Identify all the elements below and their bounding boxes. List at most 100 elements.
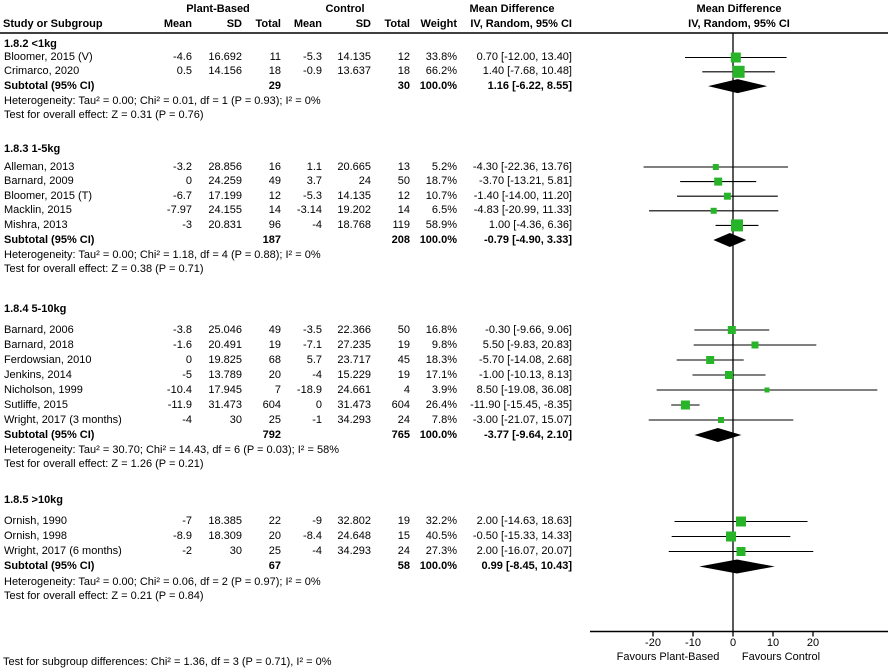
total2-cell: 24	[397, 413, 410, 426]
mean2-cell: 5.7	[306, 353, 322, 366]
study-name: Subtotal (95% CI)	[4, 79, 95, 92]
mean2-cell: -3.14	[296, 204, 322, 217]
overall-effect-text: Test for overall effect: Z = 0.38 (P = 0…	[4, 263, 204, 276]
mean1-cell: -7.97	[166, 204, 192, 217]
sd1-cell: 28.856	[208, 160, 242, 173]
weight-cell: 9.8%	[431, 338, 457, 351]
mean2-cell: -5.3	[303, 51, 322, 63]
col-header-study: Study or Subgroup	[3, 18, 103, 30]
total2-cell: 58	[397, 560, 410, 572]
study-name: Mishra, 2013	[4, 218, 68, 231]
total2-cell: 15	[397, 530, 410, 542]
weight-cell: 33.8%	[425, 51, 457, 63]
mean1-cell: -8.9	[173, 530, 192, 542]
weight-cell: 100.0%	[419, 428, 457, 441]
total1-cell: 96	[268, 218, 281, 231]
mean2-cell: 3.7	[306, 175, 322, 188]
weight-cell: 6.5%	[431, 204, 457, 217]
tick-label: 10	[767, 637, 779, 649]
mean2-cell: -5.3	[303, 189, 322, 202]
column-group-control: Control	[325, 3, 365, 15]
total2-cell: 4	[403, 383, 410, 396]
mean1-cell: -4.6	[173, 51, 192, 63]
weight-cell: 26.4%	[425, 398, 457, 411]
study-row: Wright, 2017 (6 months) -2 30 25 -4 34.293 24 2…	[0, 544, 888, 559]
mean1-cell: -3.8	[173, 323, 192, 336]
heterogeneity-text: Heterogeneity: Tau² = 0.00; Chi² = 0.06,…	[4, 575, 321, 588]
total2-cell: 119	[392, 218, 410, 231]
heterogeneity-row: Heterogeneity: Tau² = 0.00; Chi² = 0.01,…	[0, 94, 888, 109]
col-header-weight: Weight	[420, 18, 457, 30]
mean1-cell: -6.7	[173, 189, 192, 202]
mean2-cell: -9	[312, 515, 322, 527]
ci-cell: -4.83 [-20.99, 11.33]	[473, 204, 572, 217]
ci-cell: -0.50 [-15.33, 14.33]	[472, 530, 572, 542]
column-group-md-plot: Mean Difference	[696, 3, 782, 15]
mean1-cell: -7	[182, 515, 192, 527]
study-row: Jenkins, 2014 -5 13.789 20 -4 15.229 19 17.1% -1…	[0, 368, 888, 383]
sd2-cell: 24	[358, 175, 371, 188]
subgroup-difference-test: Test for subgroup differences: Chi² = 1.…	[3, 656, 332, 668]
heterogeneity-text: Heterogeneity: Tau² = 30.70; Chi² = 14.4…	[4, 444, 339, 456]
study-name: Subtotal (95% CI)	[4, 428, 95, 441]
ci-cell: -4.30 [-22.36, 13.76]	[472, 160, 572, 173]
sd2-cell: 14.135	[337, 189, 371, 202]
ci-cell: 2.00 [-14.63, 18.63]	[476, 515, 572, 527]
col-header-sd1: SD	[226, 18, 242, 30]
ci-cell: 1.00 [-4.36, 6.36]	[488, 218, 572, 231]
sd1-cell: 30	[229, 545, 242, 557]
col-header-total1: Total	[255, 18, 281, 30]
ci-cell: -1.40 [-14.00, 11.20]	[473, 189, 572, 202]
mean2-cell: -0.9	[303, 65, 322, 78]
weight-cell: 18.7%	[425, 175, 457, 188]
study-name: Barnard, 2006	[4, 323, 74, 336]
sd1-cell: 17.945	[208, 383, 242, 396]
sd1-cell: 20.831	[208, 218, 242, 231]
col-header-total2: Total	[384, 18, 410, 30]
subtotal-row: Subtotal (95% CI) 187 208 100.0% -0.79 [-4.9…	[0, 233, 888, 248]
overall-effect-text: Test for overall effect: Z = 0.21 (P = 0…	[4, 589, 204, 602]
weight-cell: 58.9%	[425, 218, 457, 231]
sd1-cell: 17.199	[208, 189, 242, 202]
weight-cell: 10.7%	[425, 189, 457, 202]
study-name: Bloomer, 2015 (T)	[4, 189, 93, 202]
overall-effect-text: Test for overall effect: Z = 0.31 (P = 0…	[4, 109, 204, 122]
mean1-cell: 0.5	[176, 65, 192, 78]
study-row: Ornish, 1998 -8.9 18.309 20 -8.4 24.648 15 40.5…	[0, 529, 888, 544]
sd2-cell: 34.293	[337, 545, 371, 557]
sd2-cell: 14.135	[337, 51, 371, 63]
ci-cell: -0.79 [-4.90, 3.33]	[483, 233, 572, 246]
subgroup-label: 1.8.4 5-10kg	[4, 302, 67, 315]
study-name: Sutliffe, 2015	[4, 398, 69, 411]
mean2-cell: 0	[315, 398, 322, 411]
total1-cell: 22	[268, 515, 281, 527]
overall-effect-row: Test for overall effect: Z = 1.26 (P = 0…	[0, 457, 888, 472]
total2-cell: 12	[397, 51, 410, 63]
tick-label: -10	[685, 637, 701, 649]
study-row: Crimarco, 2020 0.5 14.156 18 -0.9 13.637 18 66.…	[0, 64, 888, 79]
column-group-plant-based: Plant-Based	[186, 3, 250, 15]
subgroup-label: 1.8.2 <1kg	[4, 37, 57, 50]
total1-cell: 12	[268, 189, 281, 202]
ci-cell: -5.70 [-14.08, 2.68]	[479, 353, 572, 366]
ci-cell: -11.90 [-15.45, -8.35]	[470, 398, 572, 411]
subgroup-label: 1.8.3 1-5kg	[4, 143, 61, 155]
study-row: Bloomer, 2015 (T) -6.7 17.199 12 -5.3 14.135 1…	[0, 189, 888, 204]
mean2-cell: -4	[312, 218, 322, 231]
mean1-cell: 0	[185, 353, 192, 366]
mean1-cell: 0	[185, 175, 192, 188]
total2-cell: 14	[397, 204, 410, 217]
study-row: Barnard, 2006 -3.8 25.046 49 -3.5 22.366 50 16.…	[0, 323, 888, 338]
total2-cell: 208	[391, 233, 410, 246]
ci-cell: -3.77 [-9.64, 2.10]	[483, 428, 572, 441]
weight-cell: 27.3%	[425, 545, 457, 557]
total1-cell: 49	[268, 323, 281, 336]
study-row: Barnard, 2009 0 24.259 49 3.7 24 50 18.7% -3.70 …	[0, 174, 888, 189]
study-name: Subtotal (95% CI)	[4, 560, 95, 572]
study-name: Jenkins, 2014	[4, 368, 72, 381]
total2-cell: 765	[391, 428, 410, 441]
col-header-ci-text: IV, Random, 95% CI	[470, 18, 572, 30]
study-row: Sutliffe, 2015 -11.9 31.473 604 0 31.473 604 26…	[0, 398, 888, 413]
mean1-cell: -5	[182, 368, 192, 381]
weight-cell: 100.0%	[419, 233, 457, 246]
